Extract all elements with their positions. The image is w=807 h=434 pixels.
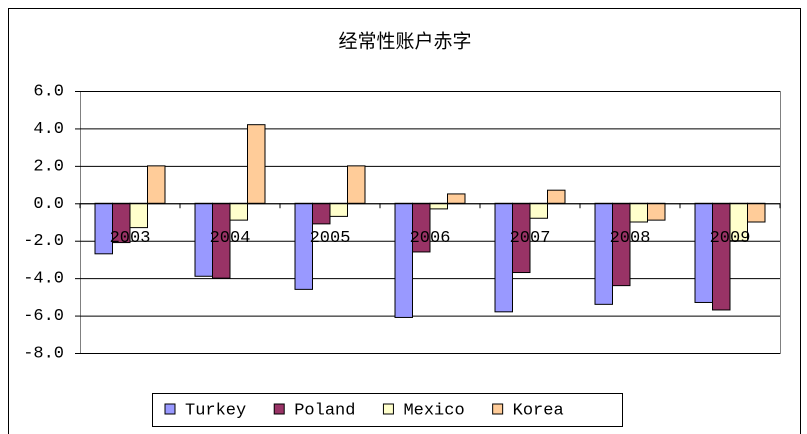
bar (329, 202, 348, 217)
y-tick-label: -4.0 (23, 270, 64, 289)
x-tick-label: 2005 (310, 229, 351, 248)
bar (494, 202, 513, 313)
y-tick-label: -8.0 (23, 344, 64, 363)
bar (647, 202, 666, 221)
bar (147, 165, 166, 204)
y-tick-label: 6.0 (33, 82, 64, 101)
bar (347, 165, 366, 204)
bar (747, 202, 766, 223)
x-tick-label: 2004 (210, 229, 251, 248)
x-tick-label: 2003 (110, 229, 151, 248)
legend-label: Poland (294, 401, 355, 420)
bar (712, 202, 731, 311)
legend-label: Turkey (185, 401, 246, 420)
legend-label: Korea (513, 401, 564, 420)
legend-swatch (273, 403, 285, 415)
y-tick-label: 4.0 (33, 120, 64, 139)
bar (394, 202, 413, 318)
x-tick-label: 2009 (710, 229, 751, 248)
bar (629, 202, 648, 223)
bar (312, 202, 331, 225)
legend-swatch (382, 403, 394, 415)
bar (229, 202, 248, 221)
legend-swatch (492, 403, 504, 415)
y-tick-label: 0.0 (33, 195, 64, 214)
bar (529, 202, 548, 219)
y-tick-label: -2.0 (23, 232, 64, 251)
bar (247, 124, 266, 204)
chart-title: 经常性账户赤字 (338, 31, 471, 53)
bar (447, 193, 466, 204)
legend-label: Mexico (403, 401, 464, 420)
x-tick-label: 2006 (410, 229, 451, 248)
x-tick-label: 2007 (510, 229, 551, 248)
x-tick-label: 2008 (610, 229, 651, 248)
bar (129, 202, 148, 229)
legend-swatch (164, 403, 176, 415)
bar (694, 202, 713, 303)
bar (594, 202, 613, 305)
bar (547, 189, 566, 204)
y-tick-label: -6.0 (23, 307, 64, 326)
y-tick-label: 2.0 (33, 157, 64, 176)
